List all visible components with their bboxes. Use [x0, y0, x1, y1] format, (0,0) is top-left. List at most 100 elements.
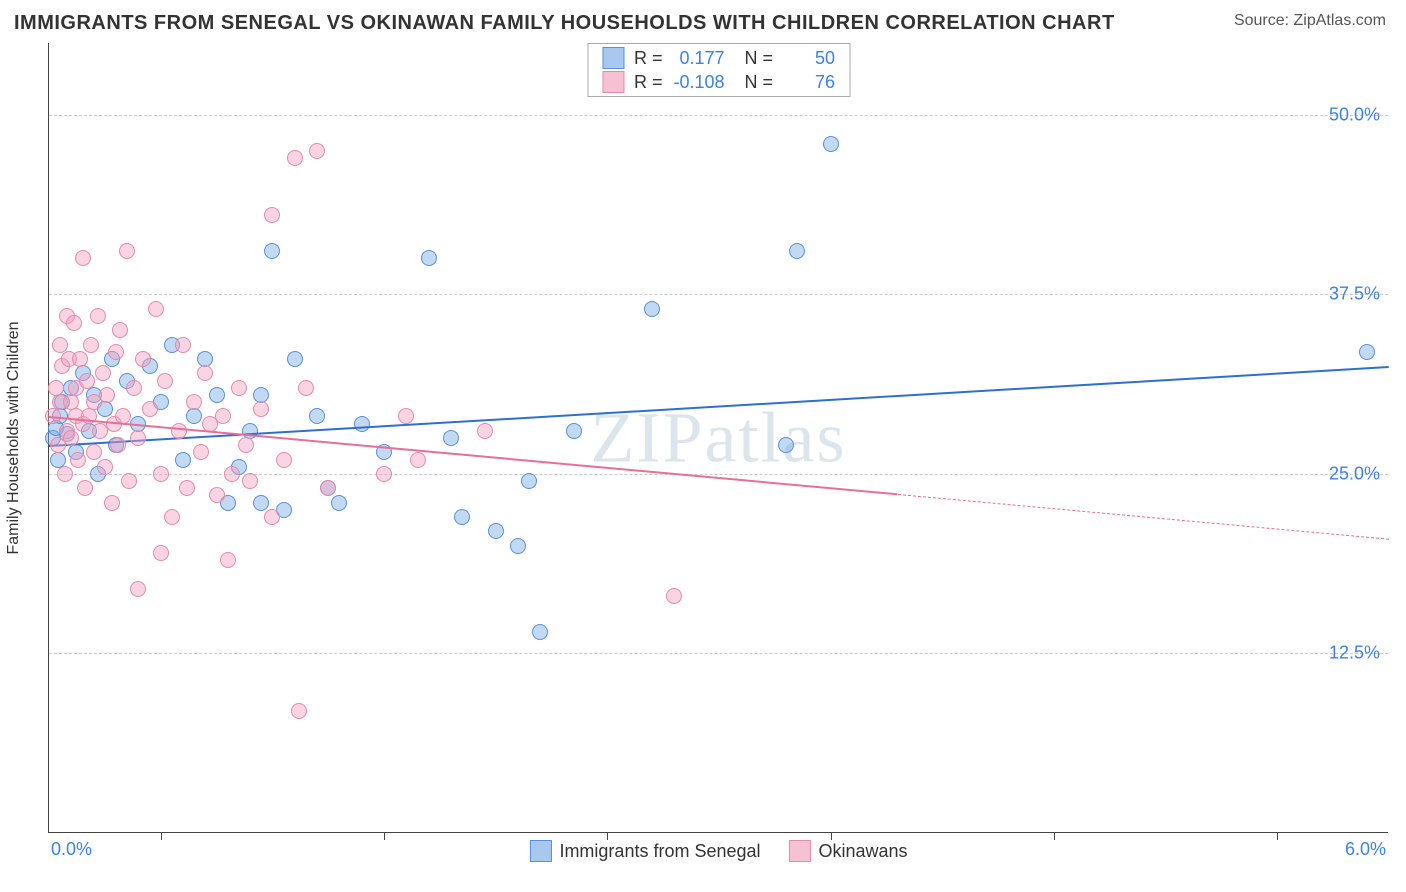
data-point — [521, 473, 537, 489]
data-point — [309, 408, 325, 424]
stat-n-value: 50 — [779, 48, 835, 69]
data-point — [70, 452, 86, 468]
data-point — [171, 423, 187, 439]
data-point — [532, 624, 548, 640]
trend-extrapolation — [898, 494, 1389, 540]
data-point — [253, 495, 269, 511]
y-tick-label: 50.0% — [1329, 104, 1380, 125]
data-point — [72, 351, 88, 367]
data-point — [153, 466, 169, 482]
y-tick-label: 25.0% — [1329, 463, 1380, 484]
data-point — [97, 459, 113, 475]
series-legend-label: Okinawans — [819, 841, 908, 862]
data-point — [376, 466, 392, 482]
gridline — [49, 294, 1388, 295]
x-tick — [161, 832, 162, 840]
data-point — [789, 243, 805, 259]
x-tick — [1277, 832, 1278, 840]
stats-legend: R =0.177 N =50R =-0.108 N =76 — [587, 43, 850, 97]
data-point — [443, 430, 459, 446]
data-point — [778, 437, 794, 453]
data-point — [79, 373, 95, 389]
data-point — [157, 373, 173, 389]
data-point — [331, 495, 347, 511]
x-tick — [607, 832, 608, 840]
data-point — [220, 552, 236, 568]
x-tick — [831, 832, 832, 840]
data-point — [179, 480, 195, 496]
data-point — [112, 322, 128, 338]
gridline — [49, 115, 1388, 116]
data-point — [298, 380, 314, 396]
header: IMMIGRANTS FROM SENEGAL VS OKINAWAN FAMI… — [0, 0, 1406, 39]
series-legend-label: Immigrants from Senegal — [559, 841, 760, 862]
data-point — [148, 301, 164, 317]
series-legend-item: Immigrants from Senegal — [529, 840, 760, 862]
data-point — [83, 337, 99, 353]
stats-legend-row: R =0.177 N =50 — [602, 46, 835, 70]
data-point — [264, 207, 280, 223]
data-point — [130, 581, 146, 597]
data-point — [510, 538, 526, 554]
source-label: Source: ZipAtlas.com — [1234, 12, 1386, 30]
data-point — [276, 452, 292, 468]
data-point — [142, 401, 158, 417]
data-point — [77, 480, 93, 496]
data-point — [110, 437, 126, 453]
data-point — [454, 509, 470, 525]
data-point — [209, 487, 225, 503]
data-point — [186, 394, 202, 410]
series-legend-item: Okinawans — [789, 840, 908, 862]
data-point — [95, 365, 111, 381]
stat-n-label: N = — [735, 72, 774, 93]
data-point — [175, 452, 191, 468]
y-axis-label: Family Households with Children — [5, 322, 23, 555]
data-point — [477, 423, 493, 439]
data-point — [224, 466, 240, 482]
data-point — [108, 344, 124, 360]
data-point — [291, 703, 307, 719]
data-point — [130, 430, 146, 446]
data-point — [287, 351, 303, 367]
data-point — [209, 387, 225, 403]
data-point — [488, 523, 504, 539]
stat-n-label: N = — [735, 48, 774, 69]
data-point — [215, 408, 231, 424]
data-point — [52, 337, 68, 353]
watermark: ZIPatlas — [591, 396, 847, 479]
stats-legend-row: R =-0.108 N =76 — [602, 70, 835, 94]
chart-title: IMMIGRANTS FROM SENEGAL VS OKINAWAN FAMI… — [14, 12, 1115, 35]
data-point — [175, 337, 191, 353]
data-point — [566, 423, 582, 439]
plot-area: ZIPatlas R =0.177 N =50R =-0.108 N =76 0… — [48, 43, 1388, 833]
data-point — [135, 351, 151, 367]
legend-swatch — [602, 47, 624, 69]
y-tick-label: 37.5% — [1329, 284, 1380, 305]
data-point — [823, 136, 839, 152]
stat-n-value: 76 — [779, 72, 835, 93]
data-point — [309, 143, 325, 159]
data-point — [231, 380, 247, 396]
data-point — [197, 365, 213, 381]
data-point — [421, 250, 437, 266]
data-point — [75, 250, 91, 266]
x-axis-end-label: 6.0% — [1345, 839, 1386, 860]
x-tick — [384, 832, 385, 840]
legend-swatch — [602, 71, 624, 93]
data-point — [644, 301, 660, 317]
data-point — [287, 150, 303, 166]
data-point — [57, 466, 73, 482]
data-point — [666, 588, 682, 604]
chart-container: Family Households with Children ZIPatlas… — [48, 43, 1388, 833]
data-point — [193, 444, 209, 460]
data-point — [253, 401, 269, 417]
data-point — [86, 444, 102, 460]
stat-r-label: R = — [634, 72, 663, 93]
data-point — [1359, 344, 1375, 360]
data-point — [264, 509, 280, 525]
data-point — [119, 243, 135, 259]
legend-swatch — [529, 840, 551, 862]
data-point — [63, 430, 79, 446]
data-point — [121, 473, 137, 489]
data-point — [410, 452, 426, 468]
